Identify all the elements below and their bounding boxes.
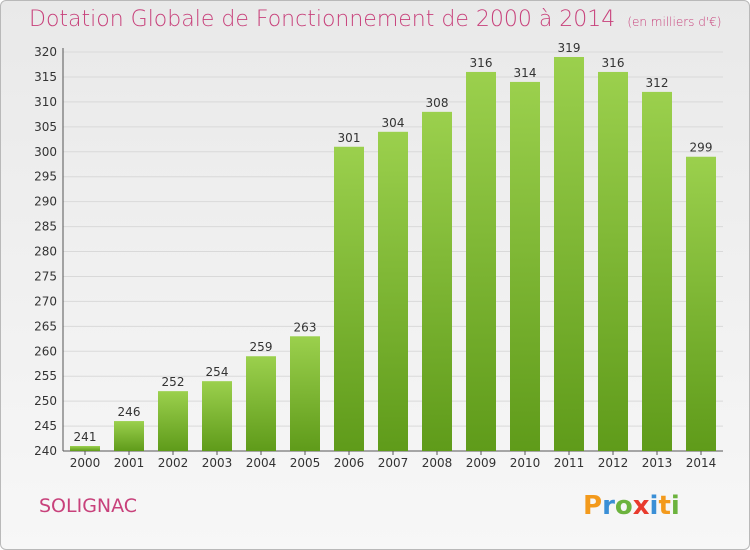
y-tick-label: 265 [34, 319, 57, 333]
bar [686, 156, 716, 452]
y-tick-label: 250 [34, 394, 57, 408]
bar [554, 56, 584, 452]
y-tick-label: 280 [34, 245, 57, 259]
data-label: 312 [646, 76, 669, 90]
chart-title: Dotation Globale de Fonctionnement de 20… [29, 7, 721, 32]
x-tick-label: 2009 [466, 456, 497, 470]
bar [114, 421, 144, 451]
x-tick-label: 2014 [686, 456, 717, 470]
bar [290, 336, 320, 451]
y-tick-label: 315 [34, 70, 57, 84]
x-tick-label: 2002 [158, 456, 189, 470]
chart-unit: (en milliers d'€) [627, 15, 722, 29]
data-label: 263 [294, 320, 317, 334]
logo-letter: t [658, 491, 671, 521]
data-label: 314 [514, 66, 537, 80]
y-tick-label: 290 [34, 195, 57, 209]
x-tick-label: 2004 [246, 456, 277, 470]
data-label: 252 [162, 375, 185, 389]
bar [202, 381, 232, 451]
data-label: 254 [206, 365, 229, 379]
y-tick-label: 285 [34, 220, 57, 234]
data-label: 301 [338, 131, 361, 145]
x-tick-label: 2005 [290, 456, 321, 470]
y-tick-label: 245 [34, 419, 57, 433]
proxiti-logo: Proxiti [583, 491, 680, 521]
commune-name: SOLIGNAC [39, 495, 138, 517]
y-tick-label: 295 [34, 170, 57, 184]
data-label: 299 [690, 141, 713, 155]
bar [334, 146, 364, 451]
x-tick-label: 2003 [202, 456, 233, 470]
data-label: 241 [74, 430, 97, 444]
data-label: 259 [250, 340, 273, 354]
y-tick-label: 260 [34, 344, 57, 358]
y-tick-label: 270 [34, 294, 57, 308]
x-tick-label: 2011 [554, 456, 585, 470]
x-tick-label: 2007 [378, 456, 409, 470]
logo-letter: o [614, 491, 633, 521]
x-tick-label: 2010 [510, 456, 541, 470]
x-tick-label: 2012 [598, 456, 629, 470]
x-tick-label: 2013 [642, 456, 673, 470]
x-tick-label: 2000 [70, 456, 101, 470]
y-tick-label: 300 [34, 145, 57, 159]
y-tick-label: 320 [34, 45, 57, 59]
y-tick-label: 240 [34, 444, 57, 458]
logo-letter: i [649, 491, 659, 521]
x-tick-label: 2008 [422, 456, 453, 470]
bar [466, 71, 496, 451]
data-label: 246 [118, 405, 141, 419]
data-label: 308 [426, 96, 449, 110]
bar [246, 356, 276, 451]
bar [510, 81, 540, 452]
y-tick-label: 310 [34, 95, 57, 109]
bar [642, 91, 672, 452]
bar [158, 391, 188, 451]
y-tick-label: 275 [34, 269, 57, 283]
bar [422, 111, 452, 451]
data-label: 316 [470, 56, 493, 70]
bar [70, 446, 100, 451]
logo-letter: x [632, 491, 650, 521]
y-tick-label: 255 [34, 369, 57, 383]
data-label: 316 [602, 56, 625, 70]
bar [598, 71, 628, 451]
logo-letter: P [583, 491, 603, 521]
x-tick-label: 2006 [334, 456, 365, 470]
logo-letter: i [670, 491, 680, 521]
y-tick-label: 305 [34, 120, 57, 134]
chart-title-text: Dotation Globale de Fonctionnement de 20… [29, 7, 616, 32]
data-label: 304 [382, 116, 405, 130]
bar [378, 131, 408, 452]
x-tick-label: 2001 [114, 456, 145, 470]
data-label: 319 [558, 41, 581, 55]
logo-letter: r [602, 491, 615, 521]
